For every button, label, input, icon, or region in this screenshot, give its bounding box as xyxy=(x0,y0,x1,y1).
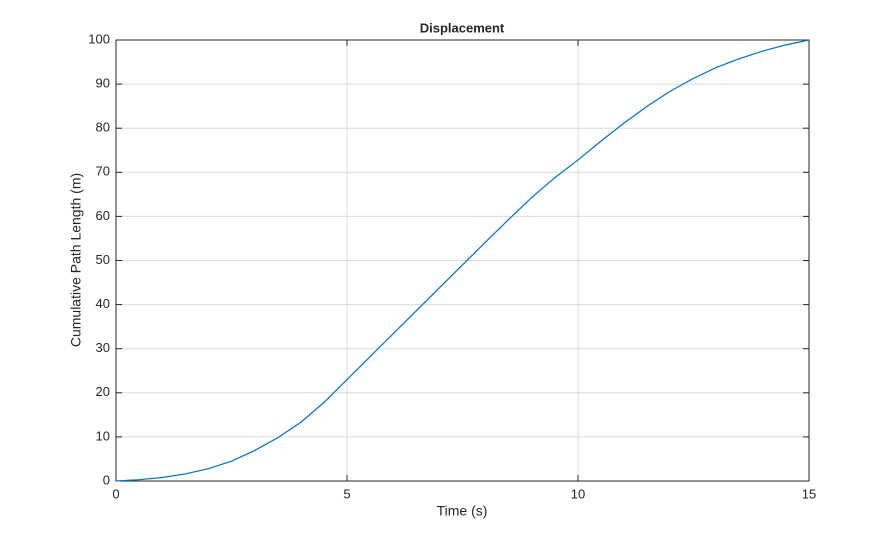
x-axis-label: Time (s) xyxy=(437,503,488,519)
y-tick-label: 20 xyxy=(96,384,110,399)
y-axis-label: Cumulative Path Length (m) xyxy=(68,173,84,347)
y-tick-label: 100 xyxy=(88,31,110,46)
x-tick-label: 10 xyxy=(571,486,585,501)
y-tick-label: 10 xyxy=(96,428,110,443)
data-line xyxy=(115,39,810,482)
y-tick-label: 50 xyxy=(96,252,110,267)
x-tick-label: 5 xyxy=(343,486,350,501)
axes-box xyxy=(115,39,810,482)
y-tick-label: 40 xyxy=(96,296,110,311)
y-tick-label: 60 xyxy=(96,208,110,223)
y-tick-label: 90 xyxy=(96,76,110,91)
y-tick-label: 70 xyxy=(96,164,110,179)
y-tick-label: 0 xyxy=(103,472,110,487)
x-tick-label: 15 xyxy=(802,486,816,501)
x-tick-label: 0 xyxy=(112,486,119,501)
chart-title: Displacement xyxy=(420,20,505,35)
y-tick-label: 80 xyxy=(96,120,110,135)
y-tick-label: 30 xyxy=(96,340,110,355)
